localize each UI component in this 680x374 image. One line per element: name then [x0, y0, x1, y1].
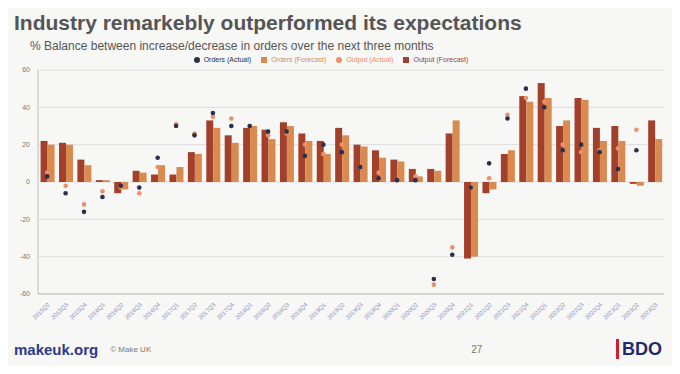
html-text:© Make UK: © Make UK: [110, 344, 152, 354]
svg-text:2020Q1: 2020Q1: [381, 301, 401, 321]
svg-text:2022Q3: 2022Q3: [566, 301, 586, 321]
svg-text:2017Q1: 2017Q1: [160, 301, 180, 321]
html-text:% Balance between increase/dec: % Balance between increase/decrease in o…: [30, 39, 434, 53]
html-text:27: 27: [471, 343, 483, 355]
svg-text:0: 0: [26, 178, 30, 185]
svg-text:2016Q1: 2016Q1: [87, 301, 107, 321]
svg-text:2017Q4: 2017Q4: [216, 301, 236, 321]
svg-text:-20: -20: [20, 216, 30, 223]
svg-text:-60: -60: [20, 290, 30, 297]
svg-text:2016Q2: 2016Q2: [105, 301, 125, 321]
svg-text:2018Q1: 2018Q1: [234, 301, 254, 321]
svg-text:40: 40: [22, 104, 30, 111]
html-text:Orders (Actual): Orders (Actual): [203, 56, 252, 63]
svg-text:2022Q2: 2022Q2: [547, 301, 567, 321]
svg-text:2019Q4: 2019Q4: [363, 301, 383, 321]
svg-text:2017Q2: 2017Q2: [179, 301, 199, 321]
svg-text:2020Q4: 2020Q4: [437, 301, 457, 321]
svg-text:2015Q3: 2015Q3: [50, 301, 70, 321]
svg-text:2018Q2: 2018Q2: [253, 301, 273, 321]
svg-text:60: 60: [22, 66, 30, 73]
html-text:Orders (Forecast): Orders (Forecast): [271, 56, 327, 63]
svg-text:2019Q1: 2019Q1: [308, 301, 328, 321]
svg-text:2020Q2: 2020Q2: [400, 301, 420, 321]
svg-text:2018Q3: 2018Q3: [271, 301, 291, 321]
svg-text:2021Q3: 2021Q3: [492, 301, 512, 321]
html-text:Output (Actual): Output (Actual): [346, 56, 394, 63]
svg-text:2015Q4: 2015Q4: [68, 301, 88, 321]
svg-text:2019Q2: 2019Q2: [326, 301, 346, 321]
svg-text:2021Q2: 2021Q2: [473, 301, 493, 321]
svg-text:2022Q1: 2022Q1: [529, 301, 549, 321]
svg-text:2023Q1: 2023Q1: [602, 301, 622, 321]
svg-text:2015Q2: 2015Q2: [32, 301, 52, 321]
svg-text:2017Q3: 2017Q3: [197, 301, 217, 321]
svg-text:2021Q1: 2021Q1: [455, 301, 475, 321]
svg-text:2023Q3: 2023Q3: [639, 301, 659, 321]
svg-text:-40: -40: [20, 253, 30, 260]
svg-text:2016Q4: 2016Q4: [142, 301, 162, 321]
html-text:BDO: BDO: [622, 339, 662, 359]
svg-text:2020Q3: 2020Q3: [418, 301, 438, 321]
svg-text:2023Q2: 2023Q2: [621, 301, 641, 321]
html-text:Industry remarkebly outperform: Industry remarkebly outperformed its exp…: [14, 11, 522, 34]
svg-text:2019Q3: 2019Q3: [345, 301, 365, 321]
html-text:Output (Forecast): Output (Forecast): [413, 56, 469, 63]
svg-text:20: 20: [22, 141, 30, 148]
svg-text:2022Q4: 2022Q4: [584, 301, 604, 321]
html-text:makeuk.org: makeuk.org: [14, 340, 99, 358]
svg-text:2016Q3: 2016Q3: [124, 301, 144, 321]
svg-text:2021Q4: 2021Q4: [510, 301, 530, 321]
svg-text:2018Q4: 2018Q4: [289, 301, 309, 321]
